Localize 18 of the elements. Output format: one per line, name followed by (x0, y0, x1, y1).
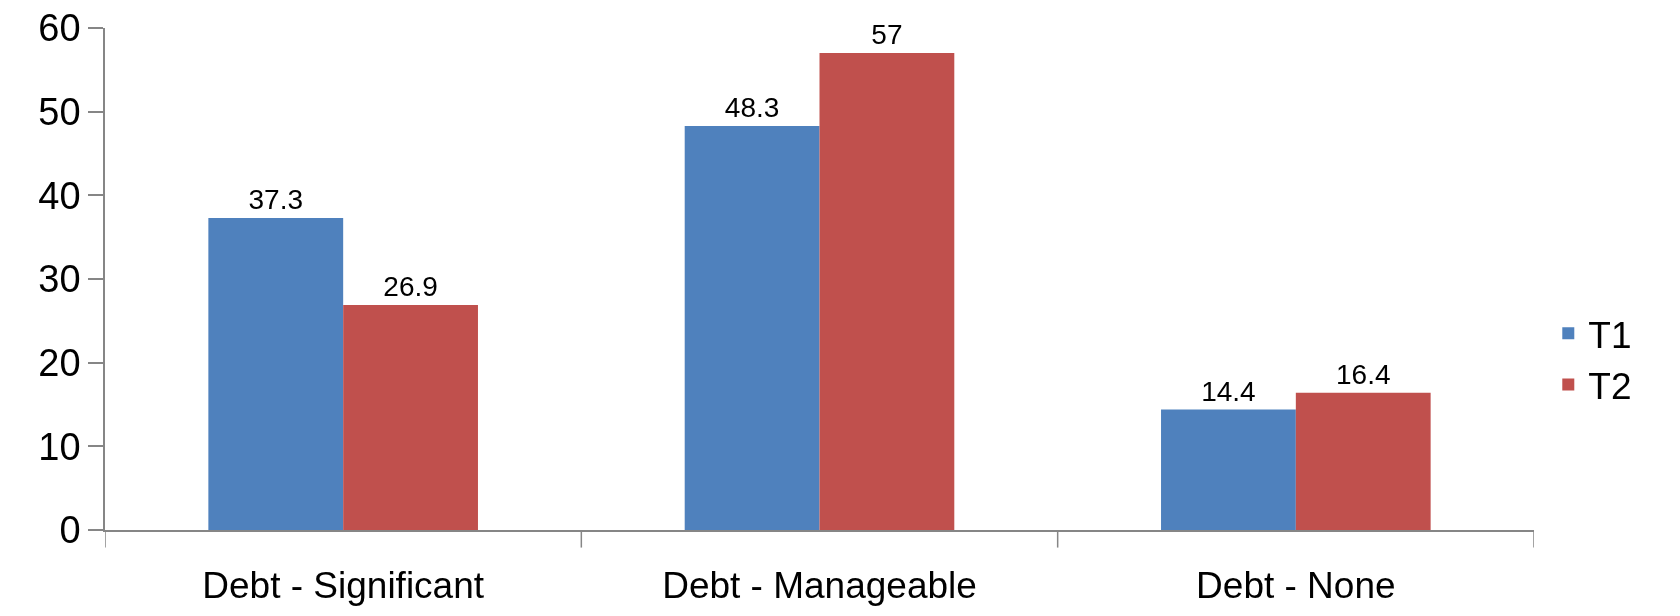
data-label: 48.3 (724, 91, 780, 123)
data-label: 26.9 (383, 270, 438, 302)
y-tick-label: 0 (59, 509, 81, 552)
data-label: 16.4 (1335, 358, 1391, 390)
legend-label: T2 (1588, 365, 1632, 407)
data-label: 14.4 (1201, 375, 1256, 407)
x-tick-label: Debt - Manageable (662, 565, 977, 607)
data-label: 57 (871, 19, 903, 51)
data-label: 37.3 (248, 183, 304, 215)
y-tick-label: 40 (38, 174, 81, 217)
y-tick-label: 30 (38, 258, 81, 301)
y-tick-label: 10 (38, 425, 81, 468)
y-tick-label: 60 (38, 7, 81, 50)
y-tick-label: 50 (38, 90, 81, 133)
y-tick-label: 20 (38, 341, 81, 384)
x-tick-label: Debt - Significant (202, 565, 485, 607)
legend-label: T1 (1588, 314, 1632, 356)
x-tick-label: Debt - None (1196, 565, 1396, 607)
